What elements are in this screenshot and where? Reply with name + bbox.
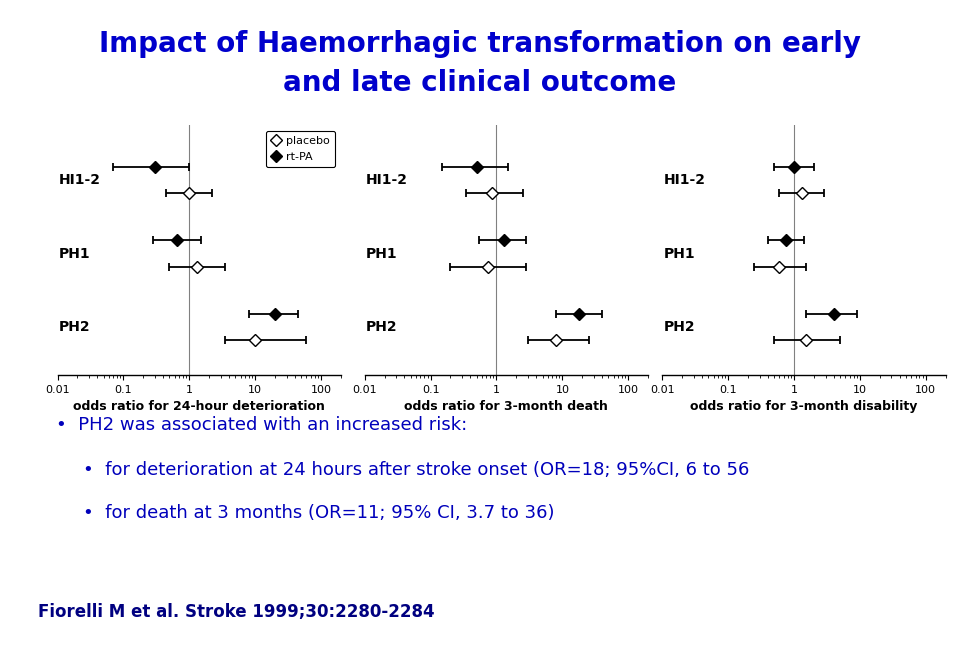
- Legend: placebo, rt-PA: placebo, rt-PA: [266, 130, 335, 167]
- Text: and late clinical outcome: and late clinical outcome: [283, 69, 677, 97]
- Text: PH1: PH1: [59, 247, 90, 261]
- Text: •  for deterioration at 24 hours after stroke onset (OR=18; 95%CI, 6 to 56: • for deterioration at 24 hours after st…: [83, 461, 749, 480]
- Text: •  PH2 was associated with an increased risk:: • PH2 was associated with an increased r…: [56, 416, 468, 434]
- Text: PH2: PH2: [366, 320, 397, 334]
- X-axis label: odds ratio for 3-month disability: odds ratio for 3-month disability: [690, 400, 918, 413]
- Text: HI1-2: HI1-2: [663, 173, 706, 187]
- Text: HI1-2: HI1-2: [59, 173, 101, 187]
- Text: HI1-2: HI1-2: [366, 173, 408, 187]
- Text: PH1: PH1: [663, 247, 695, 261]
- X-axis label: odds ratio for 3-month death: odds ratio for 3-month death: [404, 400, 609, 413]
- X-axis label: odds ratio for 24-hour deterioration: odds ratio for 24-hour deterioration: [73, 400, 325, 413]
- Text: PH2: PH2: [59, 320, 90, 334]
- Text: PH1: PH1: [366, 247, 397, 261]
- Text: •  for death at 3 months (OR=11; 95% CI, 3.7 to 36): • for death at 3 months (OR=11; 95% CI, …: [83, 504, 554, 522]
- Text: Impact of Haemorrhagic transformation on early: Impact of Haemorrhagic transformation on…: [99, 30, 861, 58]
- Text: PH2: PH2: [663, 320, 695, 334]
- Text: Fiorelli M et al. Stroke 1999;30:2280-2284: Fiorelli M et al. Stroke 1999;30:2280-22…: [38, 603, 435, 621]
